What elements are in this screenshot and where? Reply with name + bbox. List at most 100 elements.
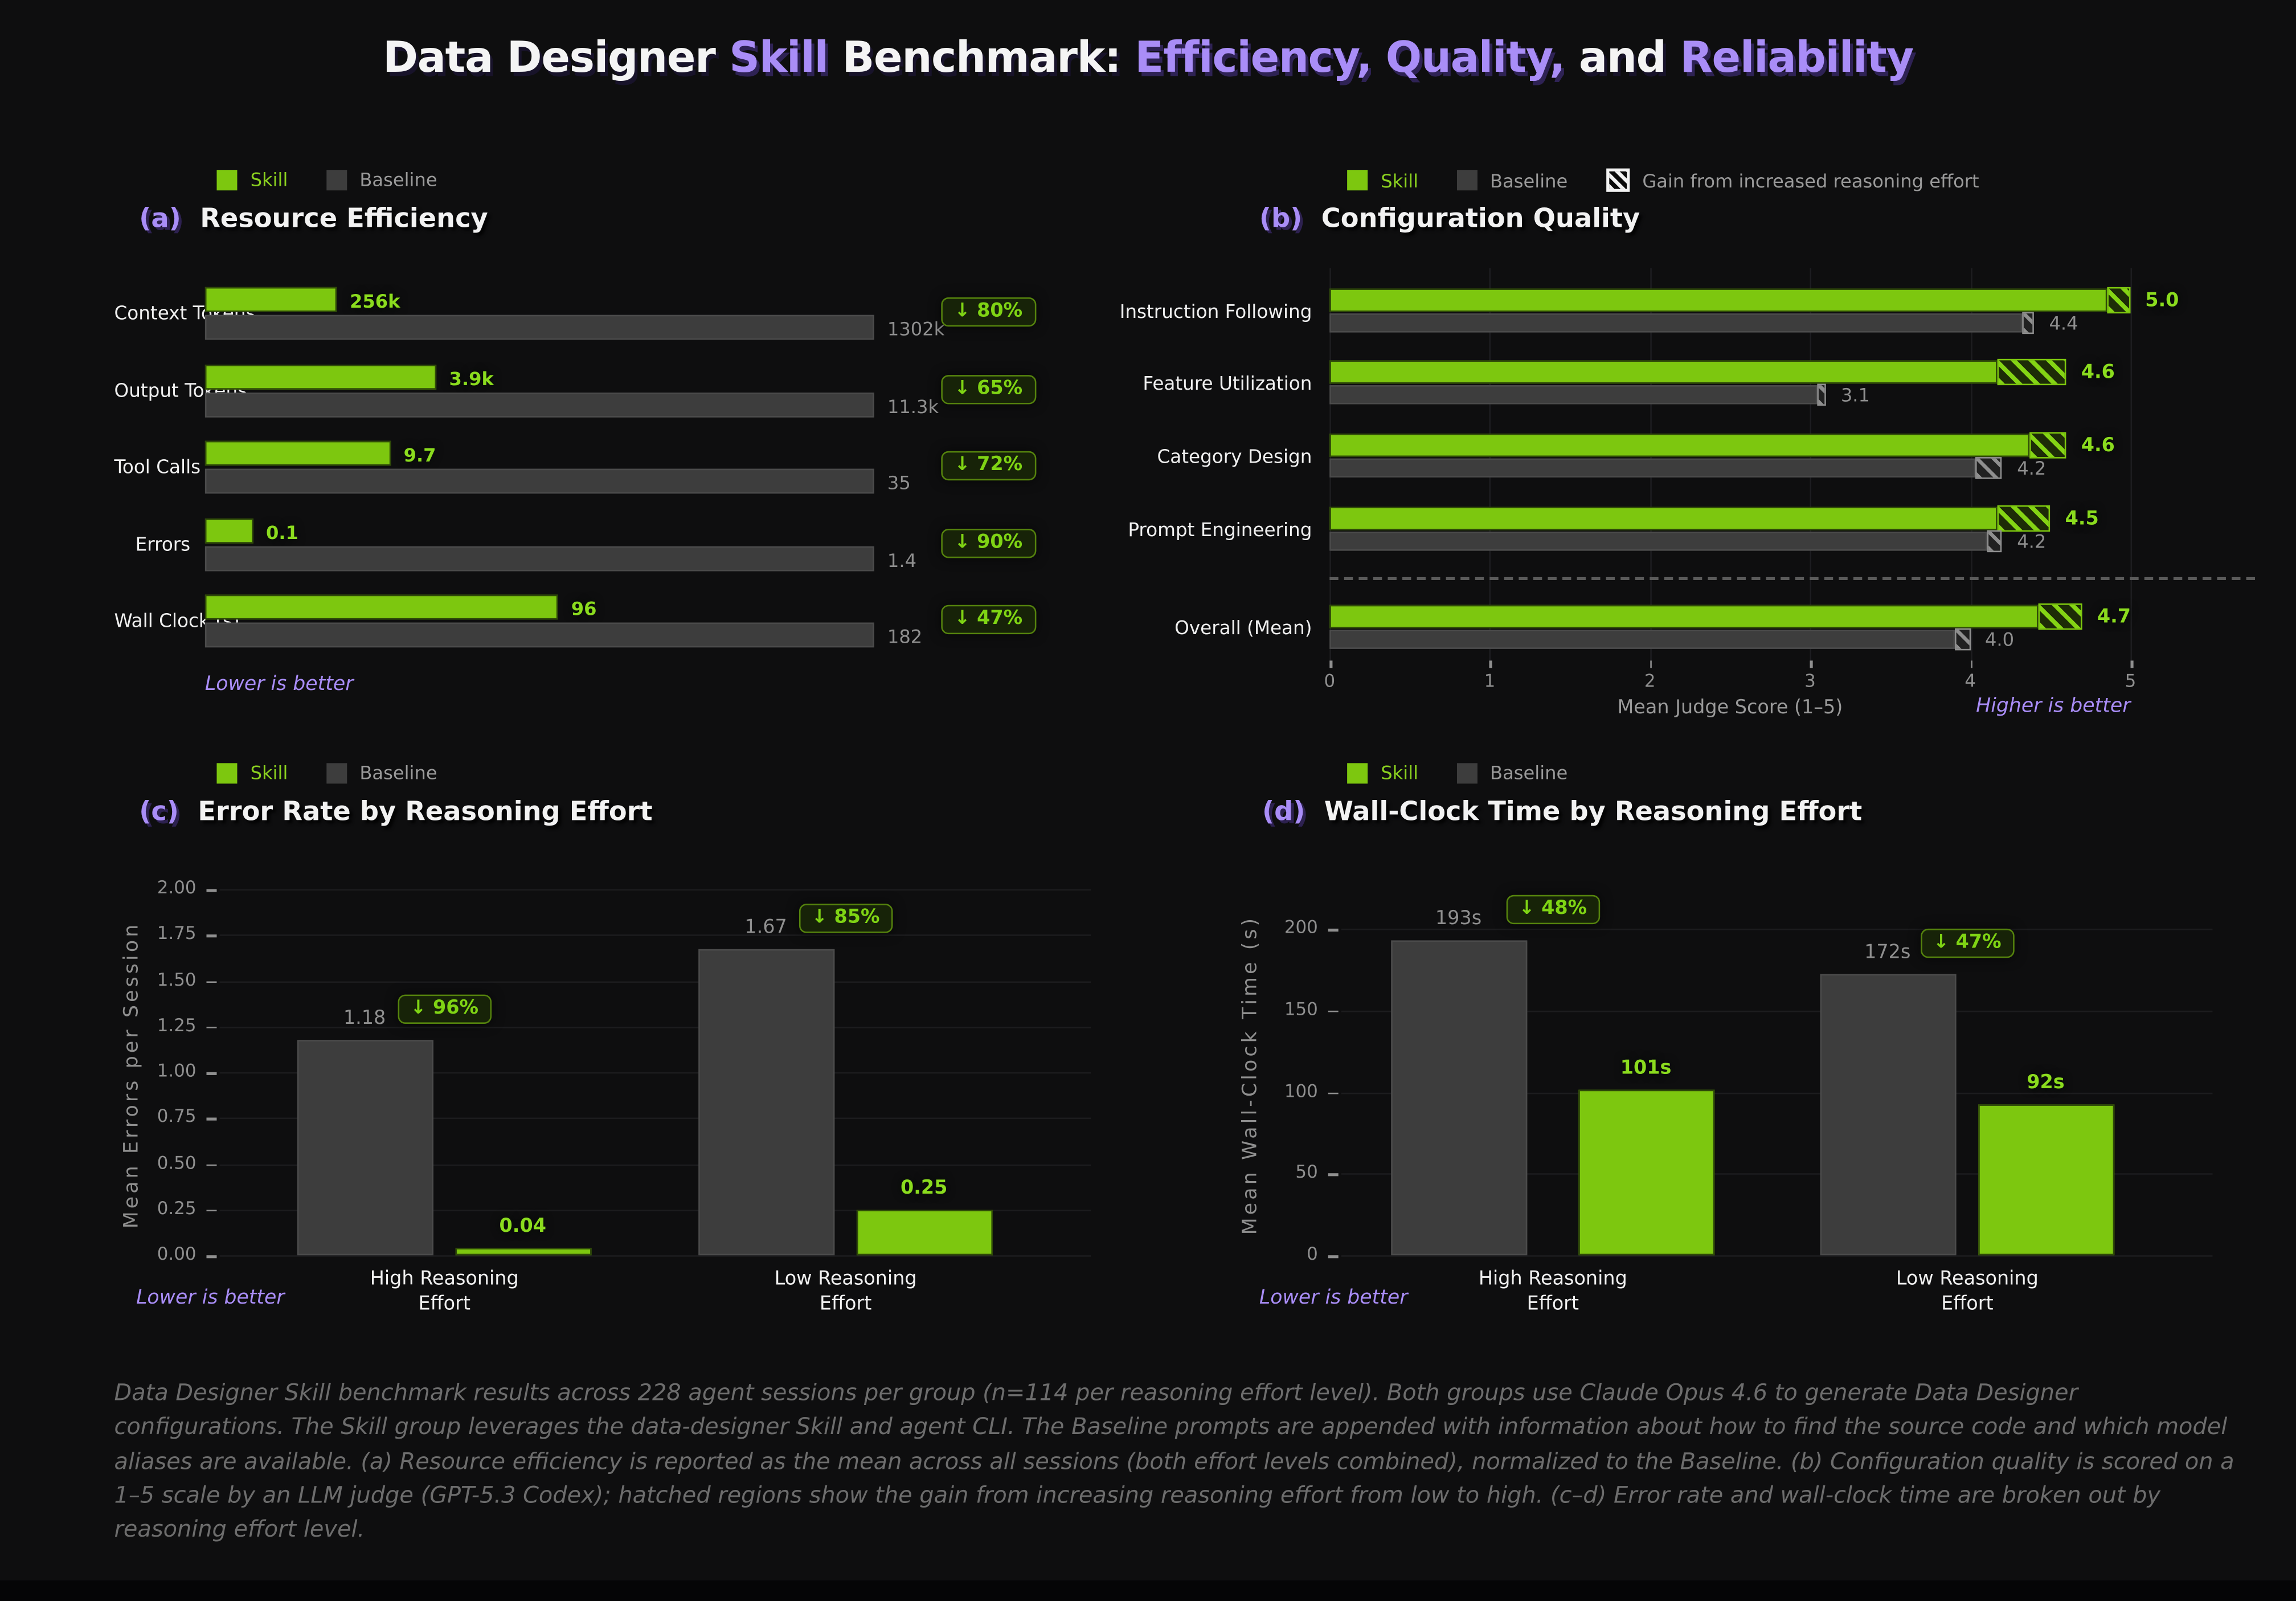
gridline	[219, 1163, 1091, 1166]
hatch-swatch-icon	[1606, 168, 1630, 192]
row-category-label: Category Design	[1157, 445, 1312, 468]
baseline-value: 172s	[1864, 942, 1911, 965]
legend-label: Baseline	[359, 761, 437, 784]
axis-tick-label: 2.00	[157, 877, 197, 898]
legend-item-skill: Skill	[216, 762, 288, 783]
configuration-quality-chart: 0 1 2 3 4 5 Instruction Following 5.0 4.4 Feature…	[1113, 154, 2285, 740]
skill-value: 4.7	[2097, 606, 2131, 628]
lower-is-better-note: Lower is better	[204, 672, 354, 696]
axis-tick-mark	[1328, 1173, 1339, 1176]
baseline-bar	[1329, 532, 1987, 551]
gridline	[219, 1209, 1091, 1211]
axis-tick-mark	[1329, 660, 1332, 668]
baseline-bar	[204, 545, 874, 571]
category-label: High Reasoning Effort	[370, 1268, 519, 1316]
axis-tick-mark	[1810, 660, 1812, 668]
title-segment-efficiency-quality: Efficiency, Quality,	[1135, 32, 1565, 82]
skill-bar	[455, 1248, 592, 1256]
baseline-bar	[204, 315, 874, 340]
row-category-label: Output Tokens	[114, 378, 247, 401]
skill-value: 0.1	[265, 520, 298, 543]
skill-bar	[204, 517, 253, 543]
skill-value: 4.5	[2065, 508, 2099, 530]
baseline-bar	[698, 949, 835, 1256]
axis-tick-label: 0	[1307, 1243, 1318, 1264]
axis-tick-mark	[206, 889, 217, 892]
skill-bar	[1329, 605, 2038, 628]
axis-tick-label: 0.75	[157, 1106, 197, 1127]
legend-item-baseline: Baseline	[326, 168, 437, 191]
axis-tick-mark	[1970, 660, 1973, 668]
legend-label: Baseline	[1490, 761, 1568, 784]
baseline-value: 1.18	[343, 1007, 386, 1029]
axis-tick-label: 1.25	[157, 1014, 197, 1035]
baseline-bar	[1329, 385, 1817, 405]
skill-value: 5.0	[2145, 290, 2179, 312]
baseline-bar	[1329, 313, 2022, 333]
axis-tick-mark	[1328, 1010, 1339, 1013]
axis-tick-label: 1.00	[157, 1060, 197, 1081]
panel-tag: (b)	[1259, 203, 1303, 235]
skill-gain-hatch	[2029, 432, 2066, 459]
legend-label: Skill	[250, 168, 288, 191]
baseline-value: 3.1	[1840, 383, 1870, 406]
row-category-label: Tool Calls	[114, 455, 201, 478]
skill-value: 0.25	[900, 1177, 948, 1199]
legend-item-skill: Skill	[1347, 761, 1419, 784]
row-category-label: Prompt Engineering	[1128, 518, 1312, 541]
axis-tick-mark	[206, 1163, 217, 1166]
error-rate-chart: 0.00 0.25 0.50 0.75 1.00 1.25 1.50 1.75 2.00 1.18…	[114, 747, 1172, 1362]
skill-value: 9.7	[403, 443, 436, 466]
lower-is-better-note: Lower is better	[1259, 1286, 1408, 1310]
reduction-badge: ↓ 72%	[941, 451, 1036, 481]
axis-tick-mark	[1489, 660, 1492, 668]
baseline-value: 4.4	[2049, 312, 2078, 334]
reduction-badge: ↓ 85%	[798, 904, 893, 934]
baseline-value: 193s	[1435, 908, 1482, 930]
category-label: Low Reasoning Effort	[774, 1268, 917, 1316]
axis-tick-label: 0.00	[157, 1243, 197, 1264]
legend-label: Baseline	[359, 168, 437, 191]
lower-is-better-note: Lower is better	[136, 1286, 285, 1310]
higher-is-better-note: Higher is better	[1976, 694, 2131, 718]
gridline	[2130, 268, 2133, 661]
gridline	[219, 1118, 1091, 1120]
legend-item-skill: Skill	[216, 168, 288, 191]
axis-tick-label: 200	[1284, 917, 1318, 938]
panel-configuration-quality: Skill Baseline Gain from increased reaso…	[1113, 154, 2285, 740]
baseline-value: 4.2	[2017, 457, 2047, 479]
axis-tick-mark	[206, 1209, 217, 1212]
panel-header: (b) Configuration Quality	[1259, 203, 1640, 234]
legend-label: Skill	[1381, 761, 1419, 784]
axis-tick-label: 150	[1284, 998, 1318, 1019]
skill-value: 96	[571, 597, 597, 620]
reduction-badge: ↓ 48%	[1505, 895, 1601, 924]
skill-value: 92s	[2027, 1072, 2065, 1095]
reduction-badge: ↓ 80%	[941, 297, 1036, 327]
row-category-label: Context Tokens	[114, 301, 256, 324]
axis-tick-label: 0.25	[157, 1198, 197, 1219]
title-segment: Data Designer	[383, 32, 730, 82]
skill-bar	[1329, 433, 2030, 458]
baseline-gain-hatch	[2021, 312, 2035, 334]
legend-label: Skill	[1381, 169, 1419, 191]
figure-caption: Data Designer Skill benchmark results ac…	[114, 1379, 2234, 1543]
baseline-value: 35	[887, 471, 911, 494]
baseline-value: 11.3k	[887, 394, 939, 417]
skill-bar	[1978, 1105, 2115, 1256]
baseline-swatch-icon	[1456, 762, 1477, 783]
gridline	[219, 1255, 1091, 1257]
baseline-swatch-icon	[326, 762, 347, 783]
axis-tick-mark	[206, 1072, 217, 1075]
axis-tick-mark	[206, 934, 217, 937]
axis-tick-label: 50	[1295, 1162, 1318, 1183]
legend-item-baseline: Baseline	[1456, 761, 1568, 784]
gridline	[1341, 1255, 2213, 1257]
skill-value: 101s	[1620, 1058, 1672, 1080]
baseline-swatch-icon	[326, 169, 347, 190]
panel-resource-efficiency: Skill Baseline (a) Resource Efficiency C…	[114, 154, 1172, 740]
panel-heading: Wall-Clock Time by Reasoning Effort	[1324, 797, 1863, 828]
title-segment-reliability: Reliability	[1680, 32, 1914, 82]
skill-bar	[856, 1209, 993, 1256]
